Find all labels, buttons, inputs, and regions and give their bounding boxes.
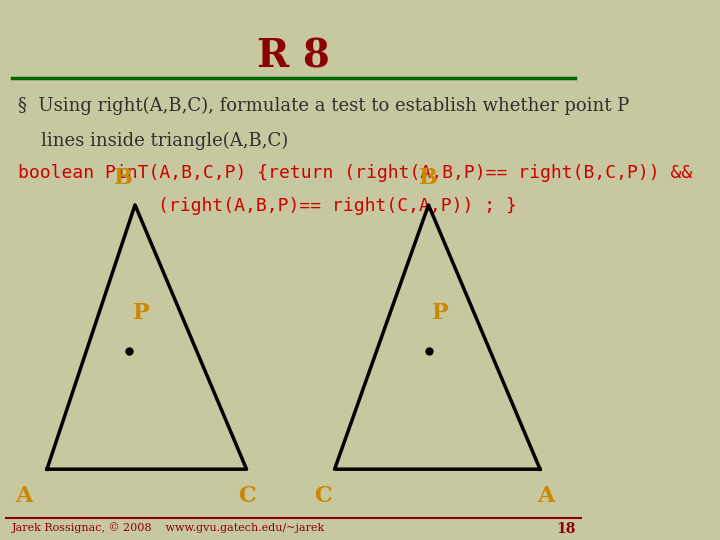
Text: B: B xyxy=(419,167,438,189)
Text: P: P xyxy=(432,302,449,324)
Text: boolean PinT(A,B,C,P) {return (right(A,B,P)== right(B,C,P)) &&: boolean PinT(A,B,C,P) {return (right(A,B… xyxy=(17,165,692,183)
Text: A: A xyxy=(537,485,554,507)
Text: C: C xyxy=(238,485,256,507)
Text: lines inside triangle(A,B,C): lines inside triangle(A,B,C) xyxy=(17,132,288,150)
Text: (right(A,B,P)== right(C,A,P)) ; }: (right(A,B,P)== right(C,A,P)) ; } xyxy=(158,197,518,215)
Text: C: C xyxy=(314,485,332,507)
Text: Jarek Rossignac, © 2008    www.gvu.gatech.edu/~jarek: Jarek Rossignac, © 2008 www.gvu.gatech.e… xyxy=(12,522,325,533)
Text: R 8: R 8 xyxy=(257,38,330,76)
Text: §  Using right(A,B,C), formulate a test to establish whether point P: § Using right(A,B,C), formulate a test t… xyxy=(17,97,629,116)
Text: B: B xyxy=(114,167,132,189)
Text: P: P xyxy=(132,302,149,324)
Text: A: A xyxy=(15,485,32,507)
Text: 18: 18 xyxy=(556,522,575,536)
